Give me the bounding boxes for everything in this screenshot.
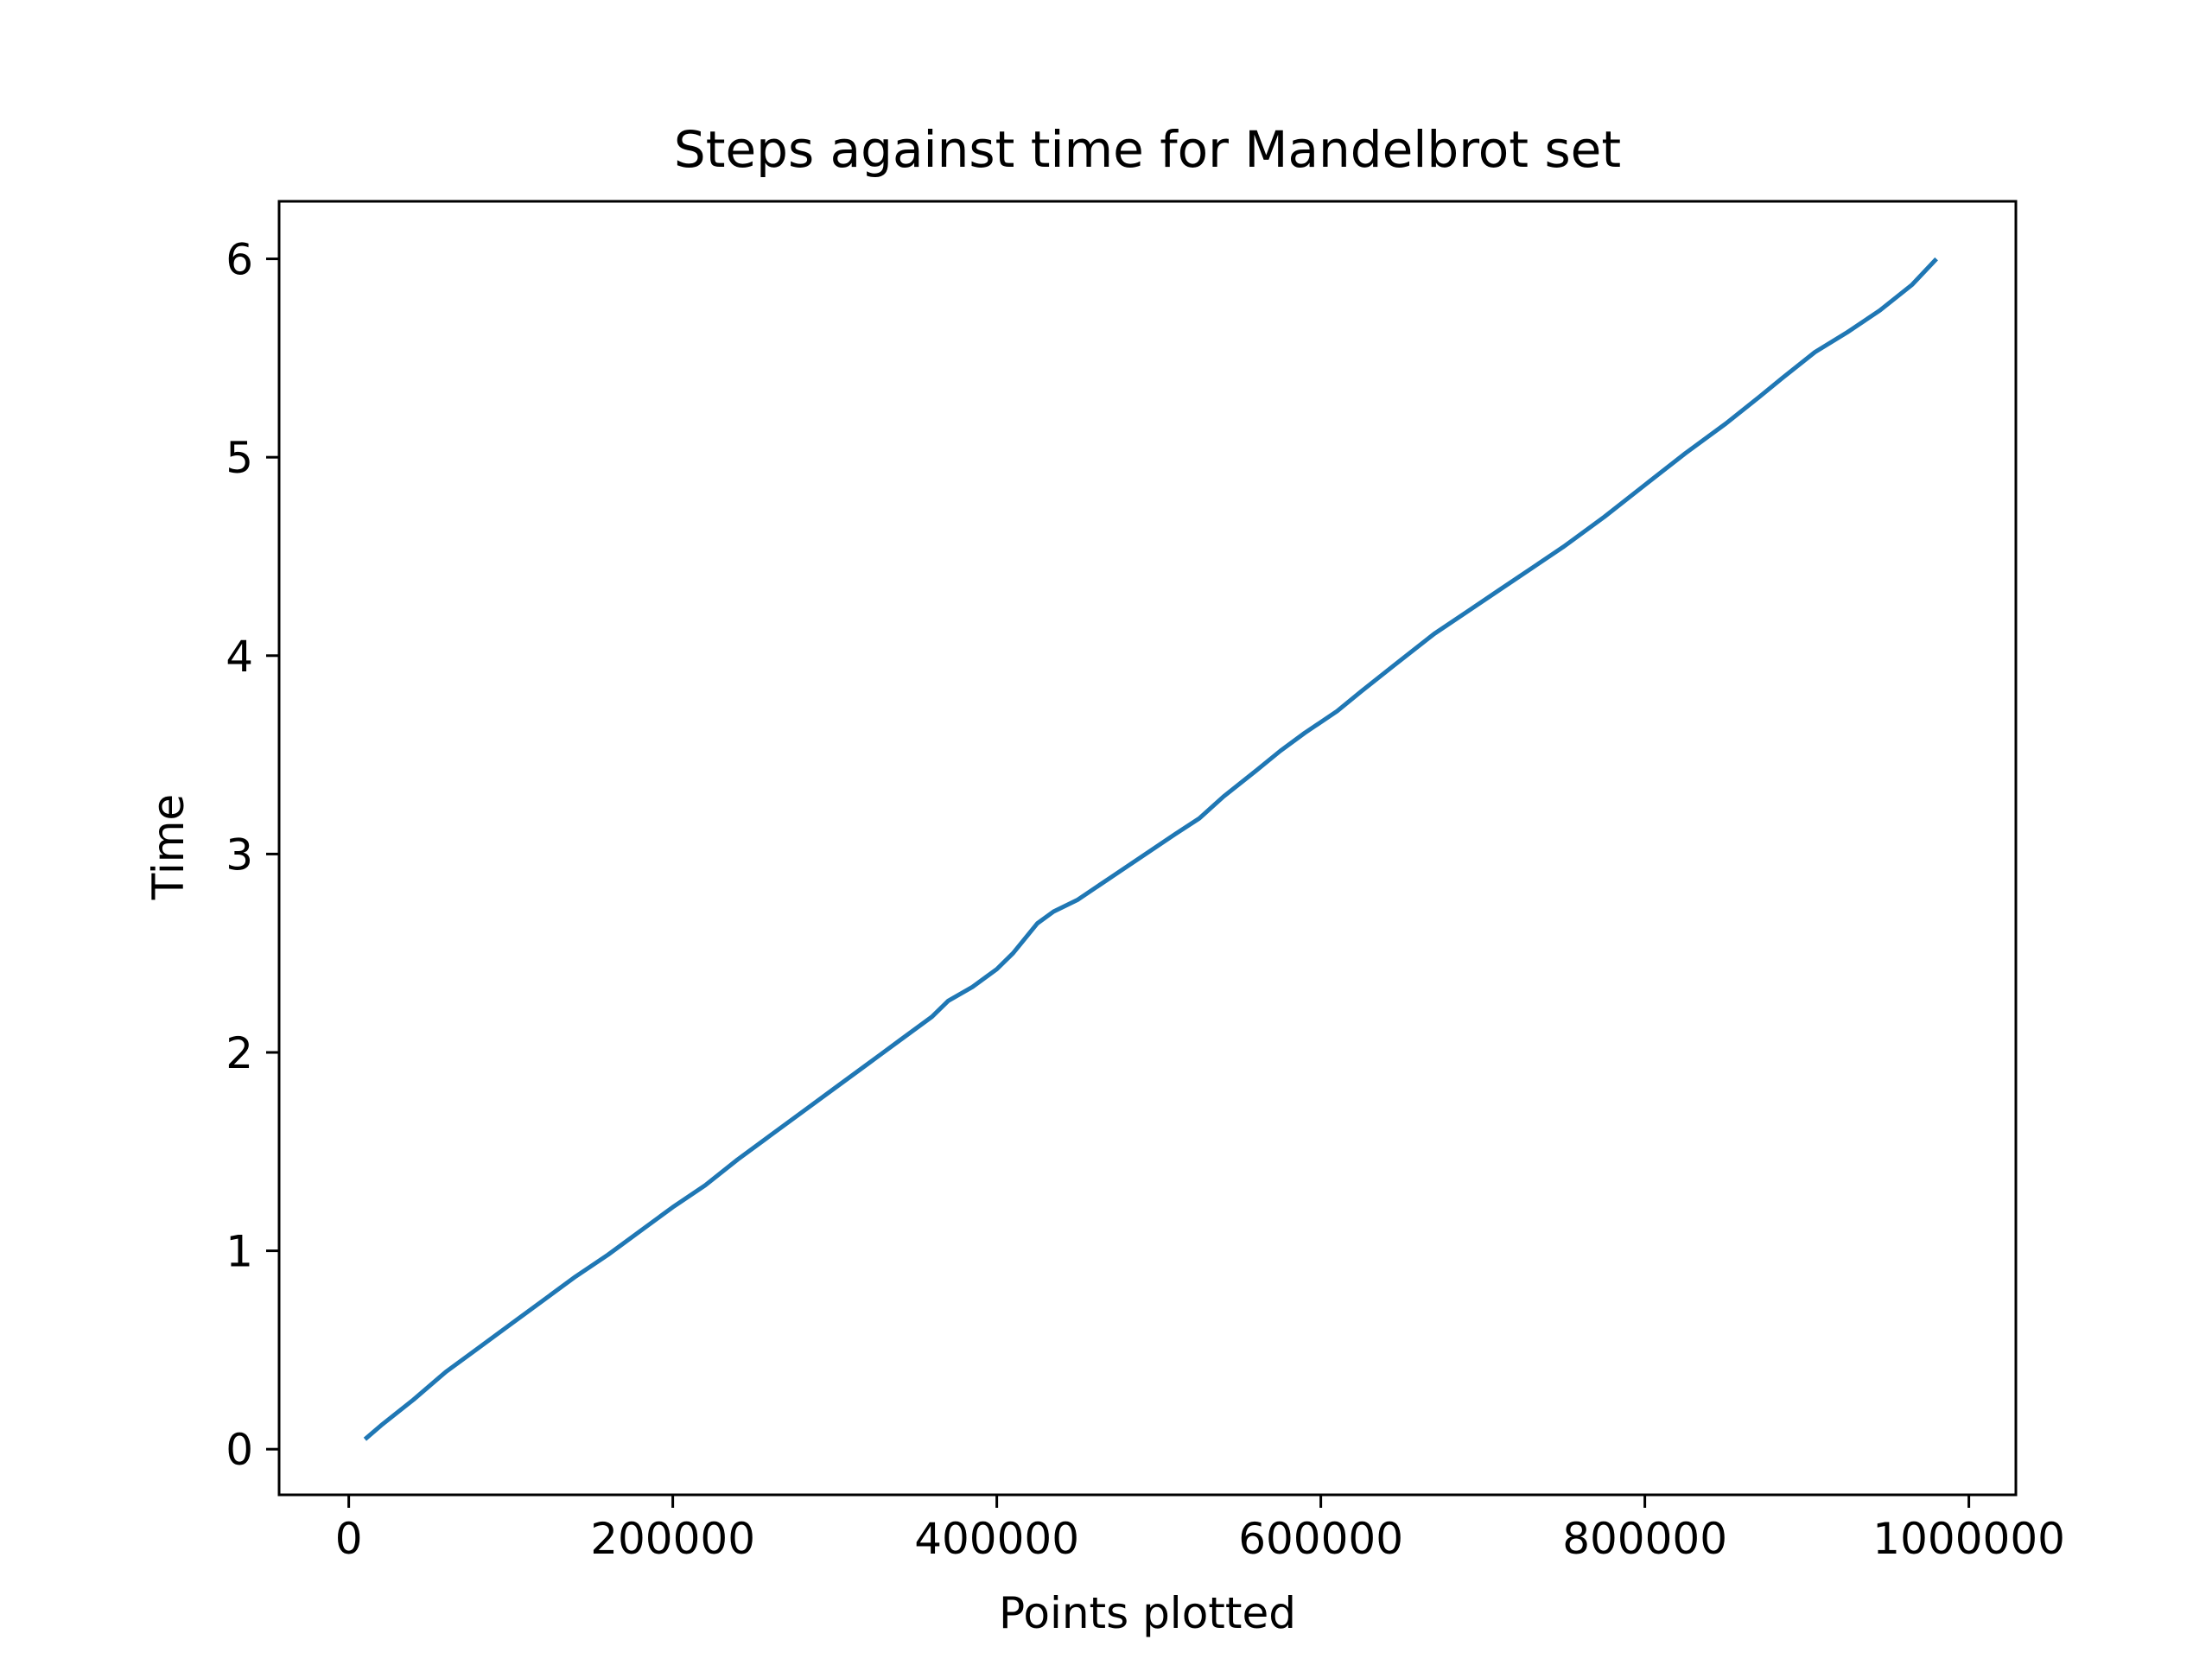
y-tick-label: 5 bbox=[226, 433, 253, 483]
y-tick-label: 3 bbox=[226, 830, 253, 880]
y-tick-label: 1 bbox=[226, 1227, 253, 1277]
x-axis-label: Points plotted bbox=[999, 1588, 1296, 1638]
y-tick-label: 0 bbox=[226, 1425, 253, 1475]
chart-title: Steps against time for Mandelbrot set bbox=[674, 120, 1621, 179]
y-axis-label: Time bbox=[143, 794, 194, 900]
plot-frame bbox=[277, 200, 2018, 1497]
x-tick-label: 200000 bbox=[590, 1514, 755, 1564]
x-tick-label: 800000 bbox=[1562, 1514, 1727, 1564]
x-tick-label: 1000000 bbox=[1872, 1514, 2065, 1564]
y-tick-label: 2 bbox=[226, 1028, 253, 1078]
y-tick-label: 4 bbox=[226, 632, 253, 682]
ticks: 0 200000 400000 600000 800000 1000000 0 1 2 3 4 5 6 bbox=[226, 235, 2065, 1564]
x-tick-label: 400000 bbox=[914, 1514, 1079, 1564]
series-line-0 bbox=[363, 257, 1938, 1441]
x-tick-label: 0 bbox=[335, 1514, 363, 1564]
y-tick-label: 6 bbox=[226, 235, 253, 285]
x-tick-label: 600000 bbox=[1238, 1514, 1403, 1564]
series-layer bbox=[363, 257, 1938, 1441]
